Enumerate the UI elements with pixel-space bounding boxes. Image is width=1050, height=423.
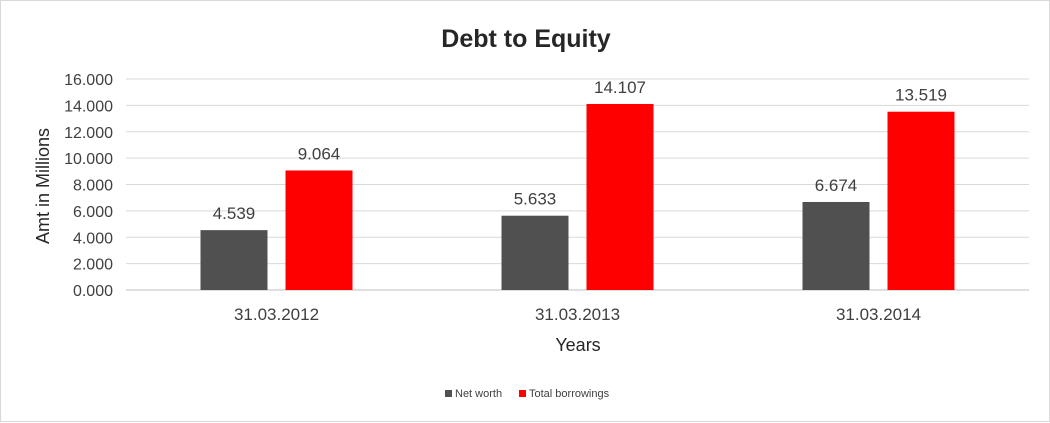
- y-tick-label: 12.000: [64, 125, 113, 142]
- bar: [887, 111, 955, 290]
- bars: [200, 103, 955, 291]
- legend: Net worth Total borrowings: [445, 388, 610, 400]
- x-category-label: 31.03.2013: [535, 305, 620, 324]
- x-axis-categories: 31.03.2012 31.03.2013 31.03.2014: [234, 305, 921, 324]
- legend-swatch: [445, 390, 452, 397]
- x-category-label: 31.03.2012: [234, 305, 319, 324]
- legend-label: Net worth: [455, 388, 502, 400]
- data-label: 4.539: [213, 204, 256, 223]
- y-tick-label: 6.000: [73, 204, 113, 221]
- legend-swatch: [519, 390, 526, 397]
- y-tick-label: 0.000: [73, 283, 113, 300]
- y-tick-label: 8.000: [73, 178, 113, 195]
- data-label: 6.674: [815, 176, 858, 195]
- y-tick-label: 16.000: [64, 72, 113, 89]
- x-axis-title: Years: [555, 335, 600, 355]
- x-category-label: 31.03.2014: [836, 305, 921, 324]
- y-tick-label: 10.000: [64, 151, 113, 168]
- legend-label: Total borrowings: [529, 388, 610, 400]
- bar: [802, 201, 870, 290]
- data-label: 14.107: [594, 78, 646, 97]
- bar: [200, 230, 268, 290]
- bar: [285, 170, 353, 290]
- y-tick-label: 2.000: [73, 257, 113, 274]
- data-labels: 4.539 9.064 5.633 14.107 6.674 13.519: [213, 78, 947, 223]
- bar: [501, 215, 569, 290]
- data-label: 9.064: [298, 144, 341, 163]
- chart-title: Debt to Equity: [441, 25, 611, 53]
- y-axis-title: Amt in Millions: [33, 128, 53, 244]
- bar: [586, 103, 654, 291]
- data-label: 13.519: [895, 86, 947, 105]
- data-label: 5.633: [514, 190, 557, 209]
- y-tick-label: 14.000: [64, 98, 113, 115]
- y-axis-ticks: 0.000 2.000 4.000 6.000 8.000 10.000 12.000 14.…: [64, 72, 113, 300]
- gridlines: [126, 78, 1029, 291]
- y-tick-label: 4.000: [73, 230, 113, 247]
